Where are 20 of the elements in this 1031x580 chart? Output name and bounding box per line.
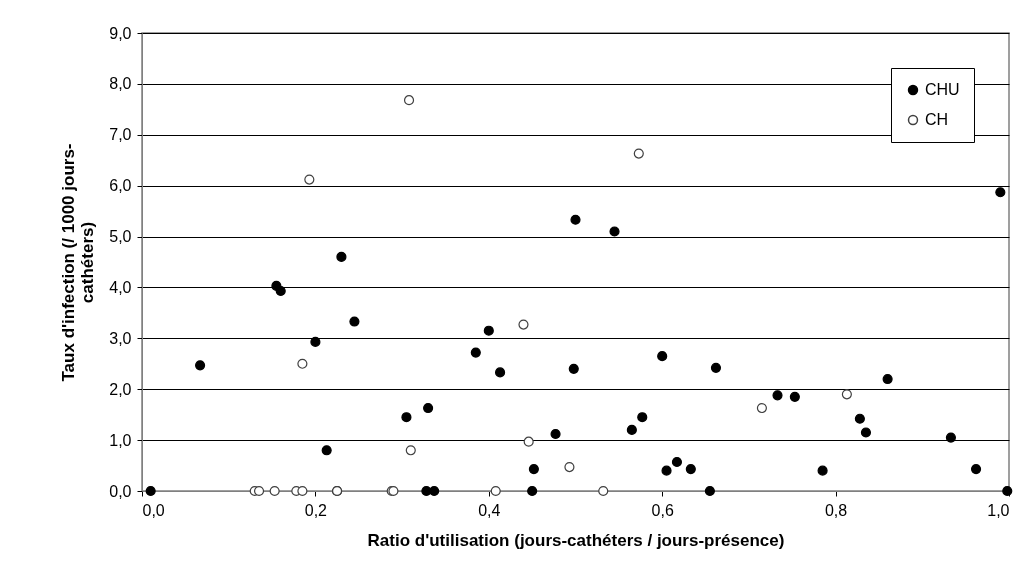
y-tick-label: 6,0 xyxy=(109,177,132,195)
y-axis-title: Taux d'infection (/ 1000 jours-cathéters) xyxy=(59,143,98,382)
x-axis-title: Ratio d'utilisation (jours-cathéters / jours-présence) xyxy=(367,530,785,550)
y-tick-label: 8,0 xyxy=(109,75,132,93)
x-tick-label: 0,2 xyxy=(304,501,328,519)
x-tick-label: 0,8 xyxy=(824,501,848,519)
legend-label: CHU xyxy=(925,81,960,98)
y-tick-label: 4,0 xyxy=(109,278,132,296)
x-tick-label: 0,0 xyxy=(142,501,165,519)
legend-label: CH xyxy=(925,111,949,128)
x-tick-label: 1,0 xyxy=(987,501,1010,519)
y-tick-label: 1,0 xyxy=(109,431,132,449)
x-tick-label: 0,6 xyxy=(651,501,674,519)
y-tick-label: 7,0 xyxy=(109,126,132,144)
y-tick-label: 3,0 xyxy=(109,329,132,347)
y-tick-label: 0,0 xyxy=(109,482,132,500)
y-tick-label: 9,0 xyxy=(109,24,132,42)
y-tick-label: 5,0 xyxy=(109,228,132,246)
x-tick-label: 0,4 xyxy=(478,501,501,519)
y-tick-label: 2,0 xyxy=(109,380,132,398)
